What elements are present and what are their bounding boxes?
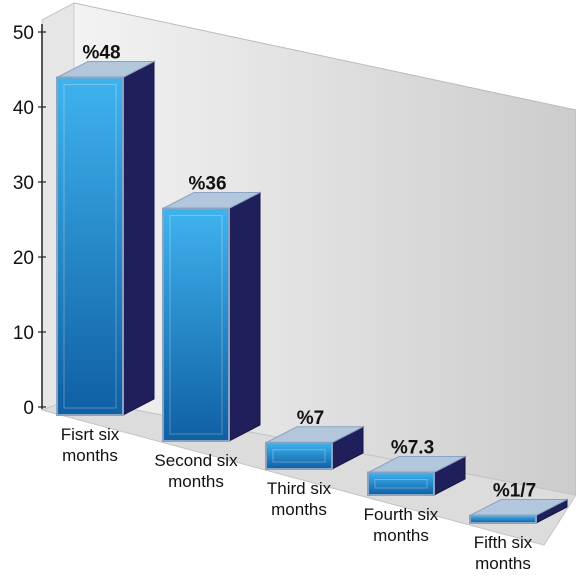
y-tick-label: 50	[13, 23, 34, 44]
bars-group	[56, 60, 568, 524]
data-label: %1/7	[493, 481, 536, 502]
bar-front-face	[367, 471, 435, 496]
y-tick-label: 40	[13, 98, 34, 119]
category-label: Fifth six months	[474, 533, 533, 573]
y-tick-label: 10	[13, 323, 34, 344]
category-label: Fourth six months	[364, 505, 439, 545]
bar-side-face	[122, 60, 155, 416]
bar-front-face	[162, 207, 230, 442]
bar-highlight	[63, 84, 117, 409]
bar-front-face	[265, 441, 333, 470]
bar-front-face	[469, 514, 537, 524]
bar	[469, 498, 568, 524]
bar	[367, 455, 466, 496]
bar-side-face	[228, 191, 261, 442]
data-label: %7	[297, 408, 324, 429]
data-label: %48	[82, 43, 120, 64]
category-label: Second six months	[154, 451, 238, 491]
y-tick-label: 0	[23, 398, 34, 419]
labels-group: %48 Fisrt six months %36 Second six months %7 T…	[61, 43, 536, 574]
y-tick-label: 20	[13, 248, 34, 269]
data-label: %36	[188, 174, 226, 195]
bar-highlight	[272, 449, 326, 463]
y-tick-label: 30	[13, 173, 34, 194]
category-label: Fisrt six months	[61, 425, 120, 465]
bar	[265, 425, 364, 470]
bar-highlight	[374, 479, 428, 489]
bar-front-face	[56, 76, 124, 416]
y-axis: 0 10 20 30 40 50	[13, 23, 46, 419]
data-label: %7.3	[391, 438, 434, 459]
bar	[162, 191, 261, 442]
category-label: Third six months	[267, 479, 332, 519]
bar	[56, 60, 155, 416]
bar-highlight	[169, 215, 223, 435]
